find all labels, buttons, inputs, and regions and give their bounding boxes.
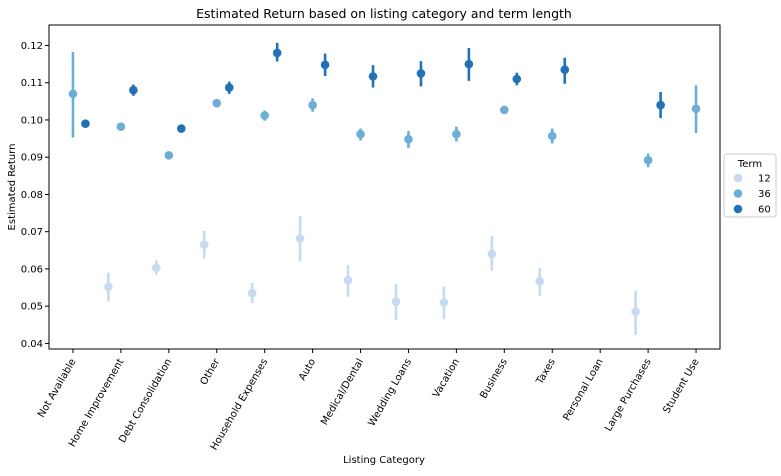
series-12 (104, 216, 640, 335)
y-tick-label: 0.10 (21, 115, 43, 126)
y-tick-label: 0.08 (21, 190, 43, 201)
data-point (391, 297, 401, 307)
x-tick-label: Home Improvement (67, 357, 127, 449)
data-point (464, 59, 474, 69)
data-point (247, 288, 257, 298)
data-point (631, 307, 640, 317)
data-point (547, 131, 557, 141)
y-tick-label: 0.06 (21, 264, 43, 275)
data-point (560, 65, 570, 74)
x-tick-label: Household Expenses (209, 357, 270, 452)
y-axis: 0.04 0.05 0.06 0.07 0.08 0.09 0.10 0.11 0.12 (21, 41, 49, 350)
data-point (512, 74, 522, 84)
legend: Term 12 36 60 (723, 153, 777, 218)
x-axis-label: Listing Category (343, 455, 425, 466)
data-marks (68, 42, 701, 335)
data-point (104, 282, 113, 292)
data-point (308, 100, 317, 110)
legend-frame (723, 153, 777, 218)
data-point (129, 85, 138, 95)
data-point (416, 69, 426, 78)
data-point (643, 155, 653, 165)
data-point (295, 234, 305, 243)
data-point (81, 119, 90, 128)
data-point (656, 100, 665, 110)
data-point (212, 98, 222, 108)
data-point (177, 124, 186, 133)
data-point (272, 48, 282, 58)
y-tick-label: 0.07 (21, 227, 43, 238)
x-tick-label: Other (199, 356, 223, 387)
x-tick-label: Wedding Loans (367, 357, 415, 428)
series-60 (81, 42, 665, 133)
data-point (439, 298, 449, 307)
data-point (199, 240, 209, 250)
legend-title: Term (737, 159, 762, 170)
data-point (164, 151, 174, 160)
x-tick-label: Personal Loan (561, 357, 605, 423)
y-tick-label: 0.09 (21, 153, 43, 164)
y-axis-label: Estimated Return (7, 144, 18, 231)
x-tick-label: Not Available (36, 357, 79, 420)
x-tick-label: Debt Consolidation (117, 357, 174, 445)
chart-title: Estimated Return based on listing catego… (196, 6, 572, 21)
data-point (152, 263, 161, 273)
data-point (691, 104, 701, 114)
plot-area-frame (48, 24, 721, 350)
y-tick-label: 0.05 (21, 302, 43, 313)
y-tick-label: 0.04 (21, 339, 43, 350)
y-tick-label: 0.11 (21, 78, 43, 89)
data-point (356, 129, 365, 139)
legend-label: 36 (758, 189, 771, 200)
data-point (368, 72, 378, 81)
x-tick-label: Student Use (661, 357, 701, 416)
data-point (487, 249, 497, 259)
data-point (452, 129, 461, 139)
data-point (224, 83, 234, 92)
x-tick-label: Medical/Dental (319, 357, 366, 427)
legend-marker (733, 204, 743, 214)
data-point (68, 89, 78, 99)
data-point (404, 135, 413, 144)
x-tick-label: Taxes (534, 357, 558, 387)
x-tick-label: Business (478, 357, 510, 401)
legend-label: 12 (758, 174, 771, 185)
x-tick-label: Vacation (431, 357, 462, 400)
x-tick-label: Large Purchases (603, 357, 653, 433)
data-point (260, 111, 269, 120)
legend-marker (733, 173, 743, 183)
legend-label: 60 (758, 205, 771, 216)
data-point (343, 275, 353, 285)
y-tick-label: 0.12 (21, 41, 43, 52)
legend-marker (733, 189, 743, 198)
x-tick-label: Auto (297, 357, 318, 383)
data-point (116, 122, 126, 131)
data-point (500, 105, 509, 115)
data-point (320, 60, 330, 70)
data-point (535, 276, 545, 286)
series-36 (68, 51, 701, 168)
